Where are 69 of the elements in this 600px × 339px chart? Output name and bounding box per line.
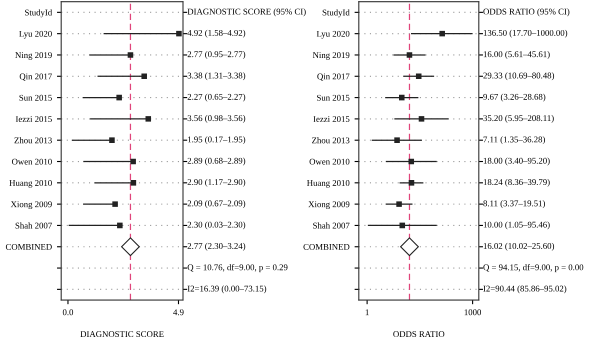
point bbox=[128, 52, 134, 58]
point bbox=[141, 73, 147, 80]
y-tick-label: Sun 2015 bbox=[317, 94, 350, 101]
text: DIAGNOSTIC SCORE (95% CI) bbox=[188, 8, 306, 16]
text: 18.00 (3.40–95.20) bbox=[484, 158, 550, 166]
text: 29.33 (10.69–80.48) bbox=[483, 72, 554, 80]
text: Q = 10.76, df=9.00, p = 0.29 bbox=[188, 264, 288, 272]
point bbox=[109, 137, 115, 143]
y-tick-label: Zhou 2013 bbox=[312, 137, 350, 144]
point bbox=[145, 116, 152, 122]
text: 1.95 (0.17–1.95) bbox=[188, 136, 246, 144]
x-tick-label: 0.0 bbox=[62, 309, 74, 316]
text: ODDS RATIO (95% CI) bbox=[483, 8, 570, 16]
text: 18.24 (8.36–39.79) bbox=[484, 178, 550, 187]
y-tick-label: Shah 2007 bbox=[313, 222, 350, 229]
x-axis-title: ODDS RATIO bbox=[393, 331, 444, 338]
y-tick-label: Huang 2010 bbox=[307, 180, 350, 188]
y-tick-label: Iezzi 2015 bbox=[16, 116, 52, 122]
y-tick-label: StudyId bbox=[25, 9, 52, 18]
y-tick-label: COMBINED bbox=[6, 244, 52, 250]
y-tick-label: Owen 2010 bbox=[310, 158, 350, 165]
y-tick-label: Xiong 2009 bbox=[308, 201, 350, 210]
text: 7.11 (1.35–36.28) bbox=[484, 136, 545, 144]
text: Q = 94.15, df=9.00, p = 0.00 bbox=[483, 264, 584, 272]
text: 16.00 (5.61–45.61) bbox=[484, 51, 550, 59]
x-tick-label: 1 bbox=[366, 309, 369, 316]
text: 2.77 (2.30–3.24) bbox=[188, 242, 246, 251]
point bbox=[130, 158, 136, 164]
text: 16.02 (10.02–25.60) bbox=[484, 242, 554, 251]
y-tick-label: Qin 2017 bbox=[317, 73, 350, 81]
y-tick-label: Lyu 2020 bbox=[19, 30, 52, 39]
x-tick-label: 4.9 bbox=[173, 309, 184, 316]
point bbox=[116, 94, 122, 100]
y-tick-label: Huang 2010 bbox=[9, 180, 52, 188]
text: 3.56 (0.98–3.56) bbox=[188, 114, 246, 123]
text: 2.89 (0.68–2.89) bbox=[188, 158, 246, 166]
text: 2.77 (0.95–2.77) bbox=[188, 51, 246, 59]
text: 35.20 (5.95–208.11) bbox=[483, 114, 554, 123]
text: 4.92 (1.58–4.92) bbox=[187, 30, 246, 38]
y-tick-label: COMBINED bbox=[303, 244, 350, 250]
text: 9.67 (3.26–28.68) bbox=[483, 94, 546, 102]
point bbox=[117, 222, 123, 228]
y-tick-label: Xiong 2009 bbox=[10, 201, 52, 210]
text: 2.90 (1.17–2.90) bbox=[188, 178, 246, 187]
text: 136.50 (17.70–1000.00) bbox=[484, 30, 568, 38]
y-tick-label: Ning 2019 bbox=[312, 52, 350, 60]
y-tick-label: Lyu 2020 bbox=[316, 30, 350, 39]
text: 8.11 (3.37–19.51) bbox=[483, 200, 545, 208]
y-tick-label: Iezzi 2015 bbox=[313, 116, 350, 122]
y-tick-label: Qin 2017 bbox=[20, 73, 52, 81]
y-tick-label: Sun 2015 bbox=[19, 94, 52, 101]
x-axis-title: DIAGNOSTIC SCORE bbox=[80, 331, 164, 338]
point bbox=[121, 237, 140, 256]
y-tick-label: Shah 2007 bbox=[16, 222, 52, 229]
point bbox=[130, 180, 136, 186]
text: 2.30 (0.03–2.30) bbox=[188, 221, 246, 230]
point bbox=[112, 201, 118, 207]
y-tick-label: StudyId bbox=[322, 9, 350, 18]
text: I2=90.44 (85.86–95.02) bbox=[483, 285, 566, 294]
text: I2=16.39 (0.00–73.15) bbox=[188, 285, 266, 294]
text: 2.27 (0.65–2.27) bbox=[188, 94, 246, 102]
text: 2.09 (0.67–2.09) bbox=[188, 200, 246, 208]
text: 10.00 (1.05–95.46) bbox=[484, 221, 550, 230]
y-tick-label: Zhou 2013 bbox=[14, 137, 52, 144]
text: 3.38 (1.31–3.38) bbox=[188, 72, 246, 80]
y-tick-label: Owen 2010 bbox=[12, 158, 52, 165]
point bbox=[176, 30, 182, 36]
x-tick-label: 1000 bbox=[464, 309, 482, 316]
y-tick-label: Ning 2019 bbox=[15, 52, 52, 60]
